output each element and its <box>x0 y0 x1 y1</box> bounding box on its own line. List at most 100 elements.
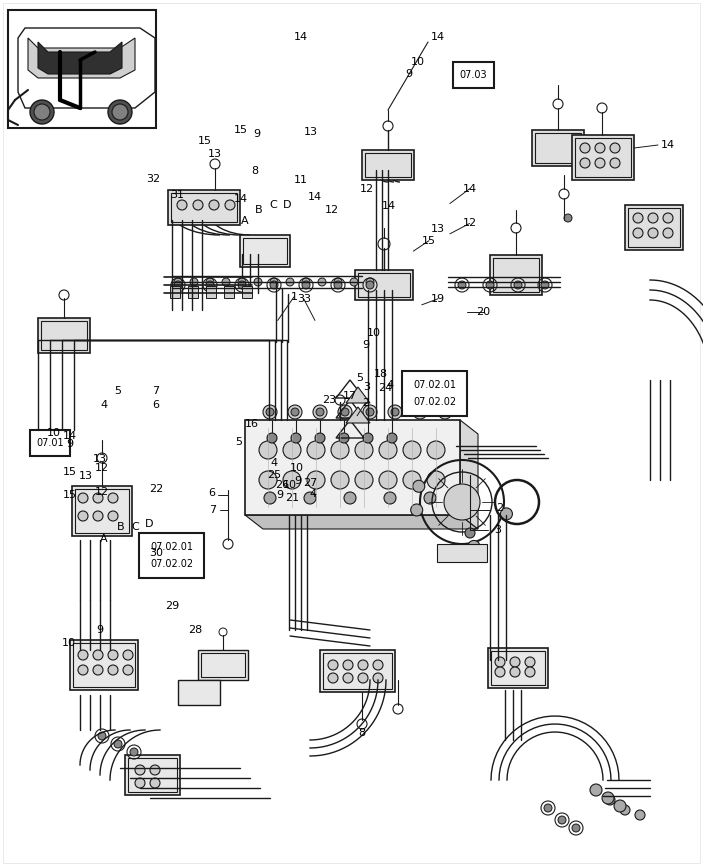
Circle shape <box>441 408 449 416</box>
Text: 07.03: 07.03 <box>459 70 487 81</box>
Text: 7: 7 <box>153 386 160 397</box>
Bar <box>128 758 177 792</box>
Circle shape <box>495 667 505 677</box>
Text: 9: 9 <box>294 475 301 486</box>
Circle shape <box>580 143 590 153</box>
Circle shape <box>633 213 643 223</box>
Bar <box>73 643 135 687</box>
Circle shape <box>355 471 373 489</box>
Bar <box>178 680 220 705</box>
Circle shape <box>302 281 310 289</box>
Circle shape <box>93 511 103 521</box>
Text: 3: 3 <box>494 525 501 535</box>
Text: 4: 4 <box>101 400 108 410</box>
Text: C: C <box>269 200 277 210</box>
Circle shape <box>108 665 118 675</box>
Circle shape <box>384 492 396 504</box>
Bar <box>362 150 414 180</box>
Bar <box>532 130 584 166</box>
Circle shape <box>283 471 301 489</box>
Circle shape <box>135 765 145 775</box>
Text: 12: 12 <box>325 204 339 215</box>
Circle shape <box>635 810 645 820</box>
Text: 13: 13 <box>207 149 221 159</box>
Circle shape <box>358 673 368 683</box>
Text: 07.01: 07.01 <box>36 438 64 449</box>
Circle shape <box>388 405 402 419</box>
Text: 9: 9 <box>276 490 283 501</box>
Circle shape <box>663 213 673 223</box>
Circle shape <box>648 228 658 238</box>
Circle shape <box>304 492 316 504</box>
Text: B: B <box>117 521 124 532</box>
Text: 5: 5 <box>356 373 363 384</box>
Text: 5: 5 <box>236 436 243 447</box>
Circle shape <box>614 800 626 812</box>
Circle shape <box>307 471 325 489</box>
Bar <box>437 544 487 562</box>
Bar <box>575 138 631 177</box>
Circle shape <box>112 104 128 120</box>
Circle shape <box>123 650 133 660</box>
Text: 32: 32 <box>146 174 160 184</box>
Text: 2: 2 <box>362 397 369 408</box>
Text: 14: 14 <box>661 140 675 150</box>
Bar <box>453 62 494 88</box>
Circle shape <box>328 673 338 683</box>
Bar <box>70 640 138 690</box>
Text: 15: 15 <box>422 236 436 246</box>
Circle shape <box>343 660 353 670</box>
Bar <box>493 258 539 292</box>
Circle shape <box>344 492 356 504</box>
Circle shape <box>190 278 198 286</box>
Circle shape <box>193 200 203 210</box>
Text: 24: 24 <box>378 383 392 393</box>
Text: 6: 6 <box>153 400 160 410</box>
Bar <box>535 133 581 163</box>
Bar <box>365 153 411 177</box>
Circle shape <box>93 665 103 675</box>
Bar <box>402 371 467 416</box>
Text: A: A <box>241 216 248 226</box>
Circle shape <box>259 471 277 489</box>
Bar <box>201 653 245 677</box>
Text: 11: 11 <box>294 175 308 185</box>
Text: 26: 26 <box>276 480 290 490</box>
Circle shape <box>331 471 349 489</box>
Bar <box>572 135 634 180</box>
Circle shape <box>373 660 383 670</box>
Circle shape <box>283 441 301 459</box>
Text: 21: 21 <box>285 493 299 503</box>
Text: 13: 13 <box>304 126 318 137</box>
Circle shape <box>78 650 88 660</box>
Circle shape <box>465 528 475 538</box>
Circle shape <box>259 441 277 459</box>
Bar <box>240 235 290 267</box>
Text: 3: 3 <box>363 382 370 392</box>
Circle shape <box>238 278 246 286</box>
Circle shape <box>78 665 88 675</box>
Bar <box>628 208 680 247</box>
Text: 12: 12 <box>360 184 374 194</box>
Bar <box>625 205 683 250</box>
Text: 6: 6 <box>209 488 216 498</box>
Circle shape <box>174 278 182 286</box>
Text: 17: 17 <box>343 391 357 401</box>
Text: 13: 13 <box>79 471 93 481</box>
Bar <box>355 270 413 300</box>
Text: 10: 10 <box>47 428 61 438</box>
Bar <box>170 286 180 298</box>
Circle shape <box>206 281 214 289</box>
Circle shape <box>286 278 294 286</box>
Polygon shape <box>18 28 155 108</box>
Bar <box>491 651 545 685</box>
Circle shape <box>610 143 620 153</box>
Circle shape <box>254 278 262 286</box>
Circle shape <box>605 795 615 805</box>
Circle shape <box>663 228 673 238</box>
Circle shape <box>266 408 274 416</box>
Circle shape <box>302 278 310 286</box>
Circle shape <box>270 281 278 289</box>
Text: 12: 12 <box>95 487 109 497</box>
Text: 16: 16 <box>245 419 259 430</box>
